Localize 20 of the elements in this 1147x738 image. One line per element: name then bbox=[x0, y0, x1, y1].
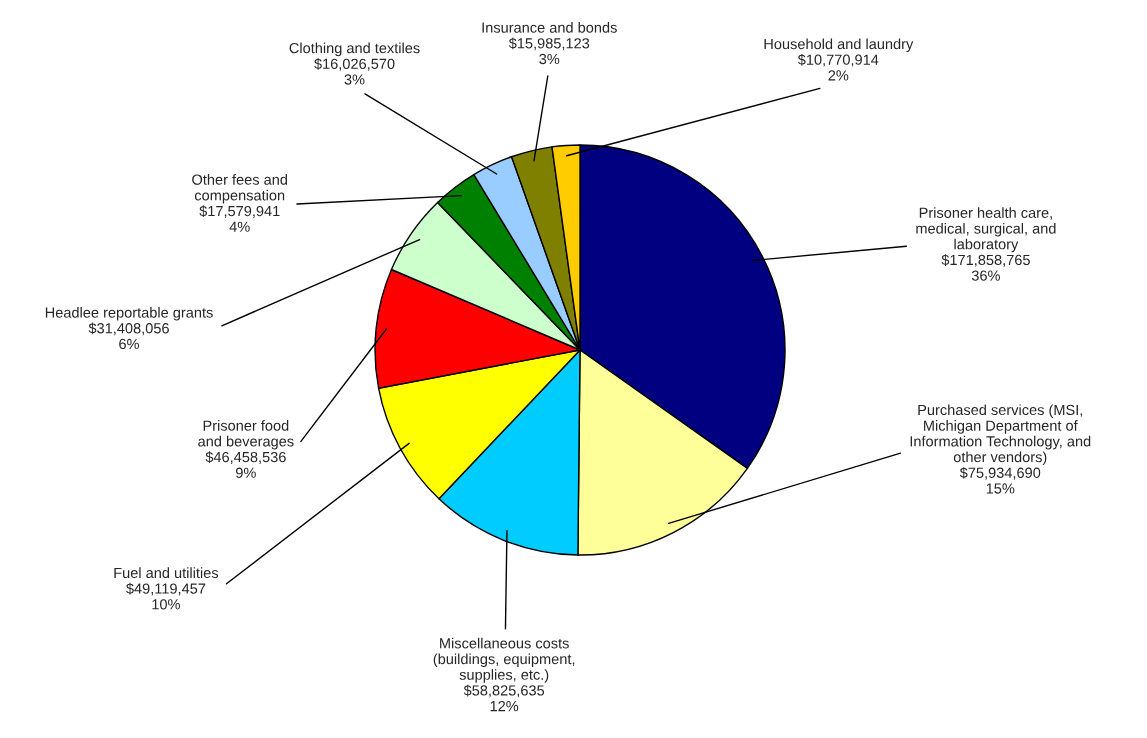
data-label: $10,770,914 2% bbox=[797, 53, 879, 81]
data-label: $171,858,765 36% bbox=[941, 254, 1030, 281]
slice-label: Fuel and utilities bbox=[114, 567, 219, 579]
data-label: $15,985,123 3% bbox=[508, 37, 590, 65]
data-label: $31,408,056 6% bbox=[88, 322, 169, 350]
data-label: $75,934,690 15% bbox=[959, 466, 1041, 494]
slice-label: Prisoner food and beverages bbox=[198, 420, 294, 450]
slice-label: Headlee reportable grants bbox=[45, 306, 213, 321]
data-label: $49,119,457 10% bbox=[126, 582, 206, 610]
data-label: $16,026,570 3% bbox=[314, 58, 395, 85]
slice-label: Other fees and compensation bbox=[192, 174, 287, 204]
slice-label: Miscellaneous costs (buildings, equipment, supplies, etc.) bbox=[433, 637, 575, 683]
data-label: $17,579,941 4% bbox=[199, 205, 280, 232]
data-label: $58,825,635 12% bbox=[463, 684, 545, 712]
slice-label: Insurance and bonds bbox=[482, 22, 617, 33]
slice-label: Purchased services (MSI, Michigan Department of Information Technology, and other vendors) bbox=[910, 404, 1091, 466]
slice-label: Household and laundry bbox=[764, 38, 914, 53]
data-label: $46,458,536 9% bbox=[205, 451, 286, 478]
slice-label: Clothing and textiles bbox=[289, 42, 420, 57]
slice-label: Prisoner health care, medical, surgical, and laboratory bbox=[916, 207, 1056, 253]
